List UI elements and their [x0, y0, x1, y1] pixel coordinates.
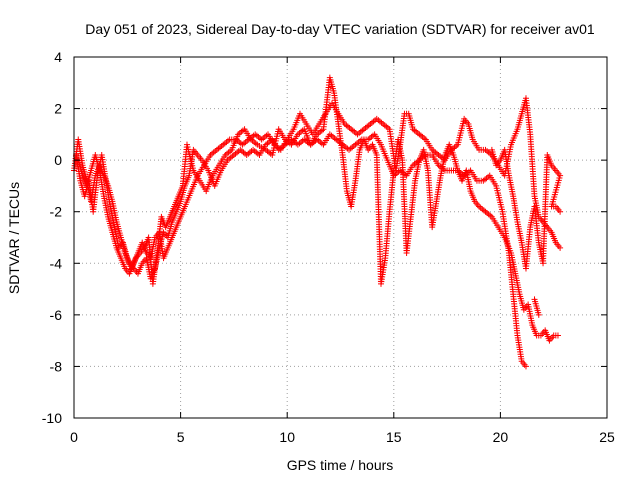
data-points — [71, 74, 564, 370]
x-tick-label: 0 — [70, 429, 78, 445]
data-point-marker — [535, 311, 542, 318]
y-tick-label: -10 — [42, 410, 62, 426]
y-tick-label: -2 — [50, 204, 63, 220]
y-tick-labels: -10 -8 -6 -4 -2 0 2 4 — [42, 49, 62, 426]
x-tick-label: 20 — [493, 429, 509, 445]
x-tick-label: 15 — [386, 429, 402, 445]
y-tick-label: 2 — [54, 101, 62, 117]
y-axis-label: SDTVAR / TECUs — [6, 182, 22, 294]
x-tick-label: 10 — [279, 429, 295, 445]
x-axis-label: GPS time / hours — [287, 457, 394, 473]
y-tick-label: -6 — [50, 307, 63, 323]
data-point-marker — [522, 363, 529, 370]
plot-frame — [73, 56, 608, 419]
data-point-marker — [554, 332, 561, 339]
chart-title: Day 051 of 2023, Sidereal Day-to-day VTE… — [85, 21, 595, 37]
y-tick-label: 4 — [54, 49, 62, 65]
axis-ticks — [73, 56, 608, 419]
data-point-marker — [557, 244, 564, 251]
x-tick-label: 25 — [599, 429, 615, 445]
data-point-marker — [557, 208, 564, 215]
y-tick-label: -8 — [50, 358, 63, 374]
x-tick-labels: 0 5 10 15 20 25 — [70, 429, 615, 445]
x-tick-label: 5 — [177, 429, 185, 445]
y-tick-label: -4 — [50, 255, 63, 271]
grid-lines — [74, 57, 607, 418]
y-tick-label: 0 — [54, 152, 62, 168]
